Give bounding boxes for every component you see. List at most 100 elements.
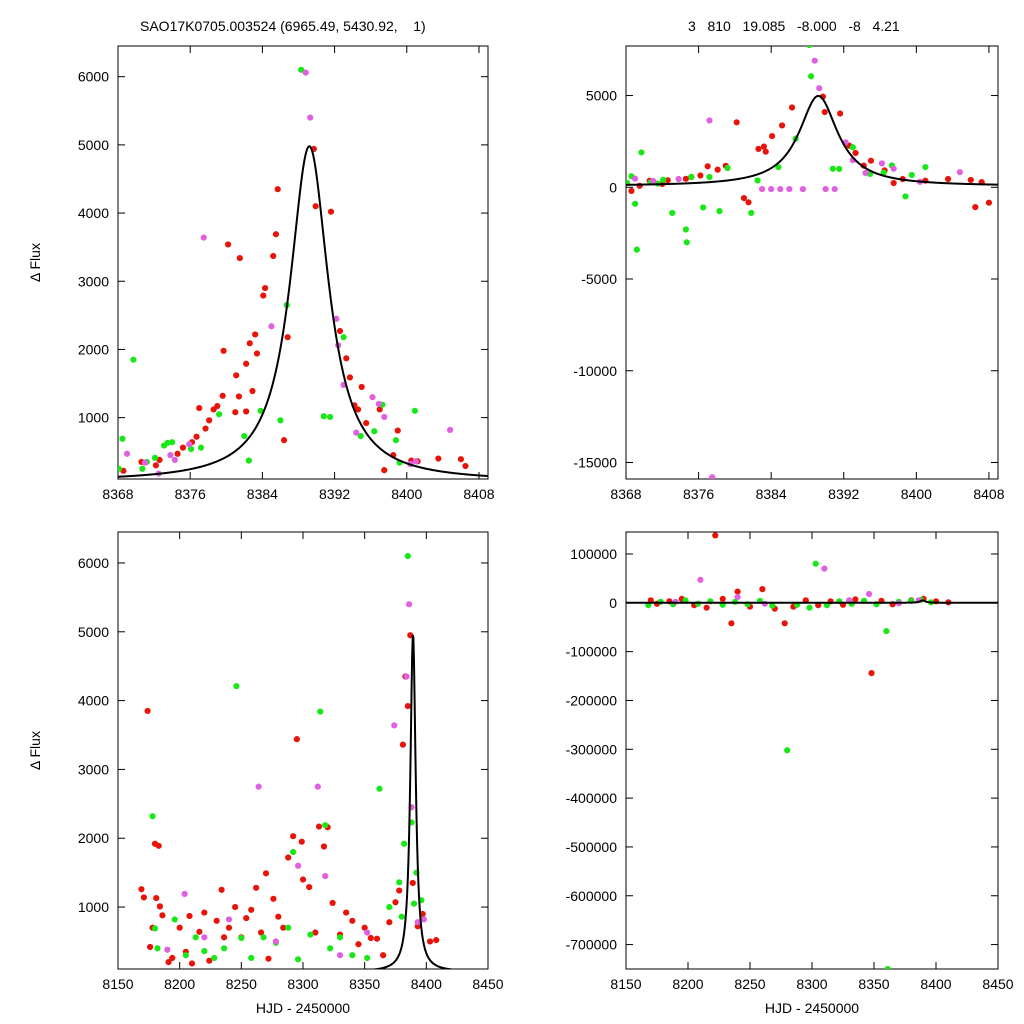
data-point-magenta [375, 400, 382, 408]
data-point-green [326, 413, 334, 421]
data-point-red [868, 670, 875, 677]
data-point-green [139, 465, 146, 472]
data-point-magenta [777, 186, 784, 193]
data-point-green [396, 879, 403, 886]
model-curve [626, 94, 998, 186]
data-point-green [277, 417, 284, 424]
data-point-red [220, 934, 228, 941]
data-point-green [884, 965, 891, 969]
data-point-magenta [816, 85, 823, 92]
x-axis-label: HJD - 2450000 [765, 1000, 859, 1016]
data-point-red [243, 360, 250, 367]
data-point-red [262, 870, 270, 877]
data-point-green [290, 848, 297, 856]
data-point-red [343, 355, 350, 362]
data-point-green [812, 560, 819, 567]
data-point-magenta [890, 165, 897, 172]
data-point-red [358, 383, 365, 391]
data-point-green [922, 163, 929, 171]
data-point-red [704, 163, 711, 170]
data-point-magenta [446, 426, 454, 434]
y-tick-label: -100000 [566, 644, 618, 660]
data-point-red [734, 588, 741, 595]
data-point-red [206, 957, 213, 964]
data-point-red [272, 231, 280, 238]
x-tick-label: 8450 [472, 976, 503, 992]
data-point-green [154, 945, 161, 952]
data-point-magenta [336, 952, 344, 959]
data-point-red [712, 532, 719, 539]
plot-title-right: 3 810 19.085 -8.000 -8 4.21 [688, 18, 900, 34]
y-tick-label: 1000 [78, 899, 109, 915]
data-point-red [354, 406, 362, 413]
data-point-red [728, 620, 735, 627]
x-tick-label: 8392 [828, 486, 859, 502]
data-point-red [852, 596, 859, 603]
data-point-magenta [322, 872, 329, 880]
data-point-magenta [225, 916, 233, 923]
data-point-red [394, 427, 401, 434]
data-point-red [220, 347, 227, 354]
x-tick-label: 8350 [349, 976, 380, 992]
data-point-red [985, 199, 993, 206]
y-tick-label: 3000 [78, 761, 109, 777]
plot-frame [117, 531, 489, 970]
data-point-red [392, 899, 399, 906]
x-tick-label: 8150 [610, 976, 641, 992]
data-point-red [890, 179, 897, 187]
data-point-magenta [403, 673, 410, 680]
data-point-green [392, 437, 400, 444]
data-point-red [363, 419, 370, 427]
data-point-green [806, 46, 813, 49]
data-point-green [398, 913, 405, 920]
data-point-red [703, 604, 710, 611]
data-point-red [867, 157, 875, 164]
data-point-green [349, 952, 356, 959]
data-point-magenta [381, 413, 388, 421]
data-point-red [299, 876, 307, 883]
data-point-green [631, 200, 639, 207]
data-point-red [306, 884, 313, 891]
data-point-red [426, 938, 434, 945]
data-point-green [880, 169, 887, 176]
data-point-green [357, 432, 364, 440]
data-point-green [700, 204, 707, 211]
data-point-red [329, 899, 336, 907]
data-point-green [285, 924, 292, 931]
data-point-magenta [956, 169, 963, 176]
data-point-red [373, 935, 381, 942]
data-point-red [664, 177, 671, 184]
data-point-magenta [294, 862, 302, 869]
data-point-green [769, 602, 776, 609]
data-point-red [719, 595, 726, 602]
data-point-green [171, 916, 178, 923]
data-point-green [241, 432, 248, 440]
data-point-green [908, 171, 915, 179]
data-point-magenta [268, 323, 275, 330]
data-point-red [232, 409, 239, 416]
x-tick-label: 8368 [102, 486, 133, 502]
data-point-green [197, 444, 205, 451]
x-tick-label: 8384 [756, 486, 787, 502]
data-point-magenta [364, 929, 371, 936]
data-point-red [156, 903, 164, 910]
data-point-red [265, 955, 272, 962]
data-point-green [257, 407, 264, 414]
y-tick-label: 6000 [78, 69, 109, 85]
data-point-red [972, 203, 979, 211]
x-tick-label: 8450 [982, 976, 1013, 992]
data-point-green [215, 411, 223, 418]
data-point-magenta [734, 593, 741, 601]
data-point-green [294, 956, 302, 963]
data-point-red [380, 952, 387, 959]
data-point-green [317, 708, 324, 715]
data-point-red [206, 417, 213, 424]
data-point-red [762, 148, 769, 155]
data-point-green [187, 445, 195, 453]
data-point-red [435, 455, 442, 462]
data-point-magenta [414, 919, 421, 926]
data-point-green [238, 934, 245, 942]
data-point-red [343, 909, 350, 916]
data-point-green [298, 66, 305, 73]
data-point-red [285, 854, 292, 861]
